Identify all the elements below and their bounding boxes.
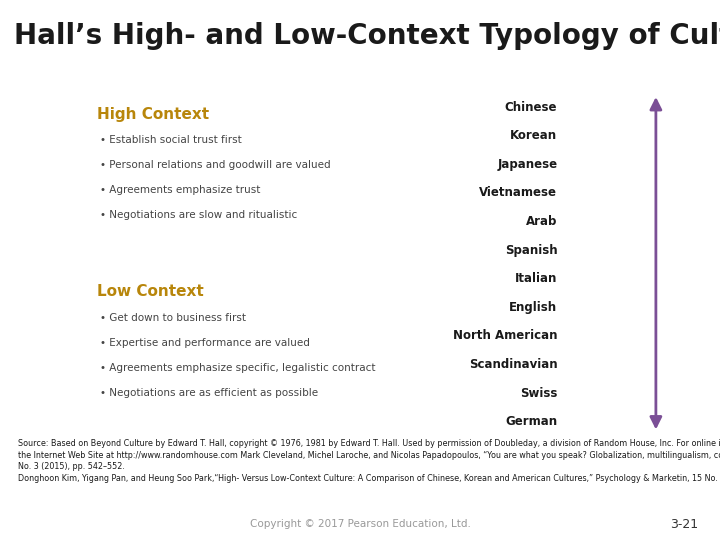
Text: • Agreements emphasize trust: • Agreements emphasize trust xyxy=(100,185,261,195)
Text: Source: Based on Beyond Culture by Edward T. Hall, copyright © 1976, 1981 by Edw: Source: Based on Beyond Culture by Edwar… xyxy=(18,438,720,483)
Text: Hall’s High- and Low-Context Typology of Culture: Hall’s High- and Low-Context Typology of… xyxy=(14,23,720,50)
Text: Low Context: Low Context xyxy=(97,284,204,299)
Text: Arab: Arab xyxy=(526,215,557,228)
Text: • Establish social trust first: • Establish social trust first xyxy=(100,134,242,145)
Text: Scandinavian: Scandinavian xyxy=(469,358,557,371)
Text: • Get down to business first: • Get down to business first xyxy=(100,313,246,323)
Text: High Context: High Context xyxy=(97,107,210,122)
Text: • Negotiations are as efficient as possible: • Negotiations are as efficient as possi… xyxy=(100,388,318,398)
Text: • Personal relations and goodwill are valued: • Personal relations and goodwill are va… xyxy=(100,160,330,170)
Text: Japanese: Japanese xyxy=(497,158,557,171)
Text: Spanish: Spanish xyxy=(505,244,557,256)
Text: 3-21: 3-21 xyxy=(670,518,698,531)
Text: Chinese: Chinese xyxy=(505,101,557,114)
Text: • Agreements emphasize specific, legalistic contract: • Agreements emphasize specific, legalis… xyxy=(100,363,376,373)
Text: Italian: Italian xyxy=(515,272,557,285)
Text: Copyright © 2017 Pearson Education, Ltd.: Copyright © 2017 Pearson Education, Ltd. xyxy=(250,519,470,529)
Text: German: German xyxy=(505,415,557,428)
Text: Vietnamese: Vietnamese xyxy=(480,186,557,199)
Text: Swiss: Swiss xyxy=(520,387,557,400)
Text: • Expertise and performance are valued: • Expertise and performance are valued xyxy=(100,338,310,348)
Text: Korean: Korean xyxy=(510,129,557,143)
Text: North American: North American xyxy=(453,329,557,342)
Text: • Negotiations are slow and ritualistic: • Negotiations are slow and ritualistic xyxy=(100,210,297,220)
Text: English: English xyxy=(509,301,557,314)
